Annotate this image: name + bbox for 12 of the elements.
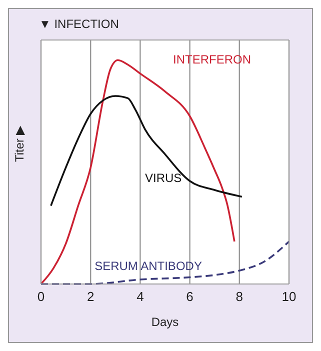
x-tick-label: 6 bbox=[186, 289, 194, 304]
series-label: VIRUS bbox=[145, 171, 182, 186]
y-axis-title: Titer ▶ bbox=[12, 125, 26, 162]
x-tick-label: 10 bbox=[282, 289, 296, 304]
x-axis-title: Days bbox=[151, 315, 179, 329]
text: ▼ INFECTION bbox=[39, 17, 119, 31]
text: INTERFERON bbox=[173, 52, 251, 66]
x-tick-label: 2 bbox=[86, 289, 94, 304]
x-tick-label: 0 bbox=[37, 289, 45, 304]
x-tick-label: 4 bbox=[136, 289, 144, 304]
series-label: SERUM ANTIBODY bbox=[94, 259, 202, 273]
x-tick-label: 8 bbox=[236, 289, 244, 304]
